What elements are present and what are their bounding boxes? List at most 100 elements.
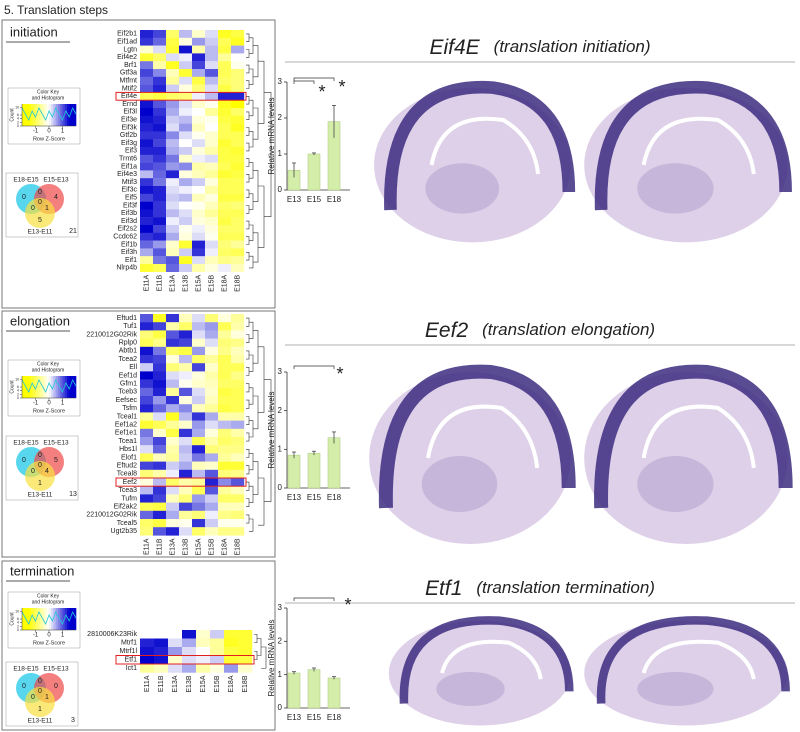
color-key-gradient — [42, 608, 45, 630]
venn-count: 0 — [38, 678, 42, 685]
heatmap-cell — [179, 420, 193, 429]
heatmap-cell — [179, 170, 193, 179]
heatmap-cell — [205, 404, 219, 413]
venn-count: 1 — [45, 205, 49, 212]
venn-count: 4 — [54, 194, 58, 201]
heatmap-row-label: Eif1a — [121, 163, 137, 170]
heatmap-row-label: Eif3h — [121, 249, 137, 256]
venn-set-label: E18-E15 — [13, 666, 39, 673]
heatmap-cell — [166, 371, 180, 380]
color-key-gradient — [64, 104, 68, 126]
color-key-x-tick-label: 1 — [61, 129, 65, 135]
significance-marker: * — [338, 77, 345, 97]
heatmap-cell — [218, 412, 232, 421]
color-key-gradient — [62, 104, 66, 126]
heatmap-cell — [168, 638, 183, 648]
heatmap-cell — [153, 387, 167, 397]
heatmap-row-label: Eef1a2 — [115, 422, 137, 429]
heatmap-cell — [140, 494, 154, 503]
heatmap-cell — [179, 115, 193, 124]
color-key-x-label: Row Z-Score — [33, 408, 65, 414]
heatmap-cell — [205, 379, 219, 388]
heatmap-cell — [231, 494, 245, 503]
heatmap-cell — [140, 123, 154, 132]
heatmap-cell — [140, 53, 154, 62]
venn-count: 0 — [38, 462, 42, 469]
heatmap-column-label: E15A — [195, 538, 202, 555]
y-tick-label: 2 — [278, 636, 283, 645]
heatmap-cell — [218, 314, 232, 323]
heatmap-cell — [153, 248, 167, 257]
venn-count: 1 — [38, 706, 42, 713]
color-key-gradient — [35, 608, 39, 630]
heatmap-row-label: Elof1 — [121, 454, 137, 461]
heatmap-cell — [231, 338, 245, 347]
color-key-gradient — [73, 376, 77, 398]
heatmap-column-label: E18B — [242, 675, 249, 692]
heatmap-row-label: Gtf3a — [120, 70, 137, 77]
color-key-gradient — [42, 104, 45, 126]
heatmap-cell — [179, 84, 193, 93]
heatmap-cell — [231, 92, 245, 101]
color-key-gradient — [73, 608, 77, 630]
y-tick-label: 3 — [278, 603, 283, 612]
heatmap-cell — [231, 387, 245, 397]
heatmap-cell — [205, 453, 219, 462]
heatmap-cell — [231, 139, 245, 148]
heatmap-cell — [192, 209, 206, 218]
heatmap-column-label: E15A — [200, 675, 207, 692]
heatmap-cell — [231, 240, 245, 249]
heatmap-cell — [153, 346, 167, 356]
heatmap-cell — [210, 630, 225, 639]
heatmap-cell — [192, 461, 206, 470]
heatmap-cell — [218, 519, 232, 528]
heatmap-column-label: E13A — [172, 675, 179, 692]
color-key-gradient — [37, 608, 41, 630]
heatmap-cell — [205, 469, 219, 479]
heatmap-cell — [218, 445, 232, 454]
heatmap-cell — [192, 100, 206, 109]
color-key-x-tick-label: 1 — [61, 633, 65, 639]
heatmap-cell — [140, 92, 154, 101]
heatmap-cell — [218, 209, 232, 218]
heatmap-cell — [153, 170, 167, 179]
heatmap-cell — [154, 664, 169, 673]
heatmap-cell — [218, 527, 232, 536]
heatmap-cell — [218, 232, 232, 241]
heatmap-cell — [205, 193, 219, 202]
panel-frame — [1, 560, 276, 731]
heatmap-cell — [218, 154, 232, 163]
heatmap-cell — [179, 45, 193, 54]
heatmap-row-label: Nlrp4b — [116, 265, 137, 272]
heatmap-row-label: Mtrf1l — [120, 648, 138, 655]
heatmap-cell — [140, 404, 154, 413]
heatmap-cell — [140, 100, 154, 109]
heatmap-row-label: Eif3e — [121, 117, 137, 124]
heatmap-cell — [140, 664, 155, 673]
color-key-gradient — [40, 376, 43, 398]
venn-count: 5 — [38, 217, 42, 224]
heatmap-cell — [179, 314, 193, 323]
heatmap-cell — [218, 131, 232, 140]
heatmap-cell — [166, 322, 180, 331]
heatmap-cell — [205, 37, 219, 46]
heatmap-cell — [153, 178, 167, 187]
dendrogram-branch — [261, 646, 267, 669]
heatmap-cell — [154, 655, 169, 665]
venn-set-label: E18-E15 — [13, 440, 39, 447]
venn-set-label: E15-E13 — [43, 666, 69, 673]
heatmap-cell — [218, 396, 232, 405]
heatmap-cell — [153, 502, 167, 511]
heatmap-cell — [231, 445, 245, 454]
heatmap-cell — [140, 363, 154, 372]
heatmap-cell — [153, 61, 167, 70]
color-key-gradient — [35, 376, 39, 398]
color-key-gradient — [46, 376, 50, 398]
heatmap-cell — [192, 45, 206, 54]
heatmap-cell — [231, 322, 245, 331]
heatmap-cell — [140, 45, 154, 54]
color-key-x-tick-label: 0 — [47, 129, 51, 135]
heatmap-row-label: Eif2s2 — [118, 226, 138, 233]
heatmap-cell — [153, 461, 167, 470]
heatmap-cell — [140, 630, 155, 639]
